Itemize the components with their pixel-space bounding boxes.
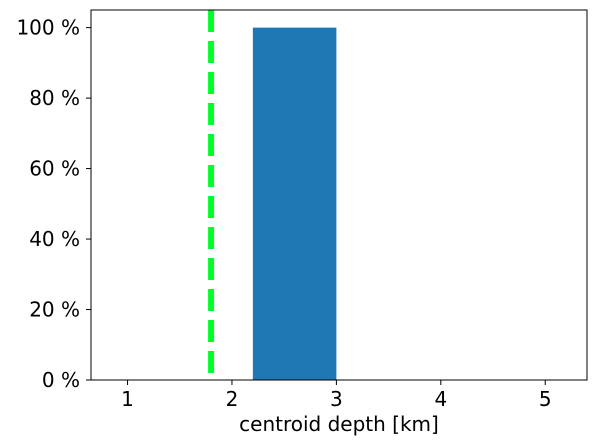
plot-bars [252, 27, 337, 381]
y-tick-label-5: 100 % [16, 16, 80, 40]
histogram-bar-0 [252, 27, 337, 381]
y-tick-label-1: 20 % [29, 298, 80, 322]
x-tick-label-0: 1 [121, 387, 134, 411]
x-axis: 1 2 3 4 5 [121, 380, 552, 411]
x-tick-label-2: 3 [330, 387, 343, 411]
x-tick-label-3: 4 [434, 387, 447, 411]
plot-frame [90, 9, 588, 381]
x-axis-label: centroid depth [km] [239, 412, 439, 436]
y-tick-label-0: 0 % [42, 368, 80, 392]
y-tick-label-4: 80 % [29, 86, 80, 110]
x-tick-label-4: 5 [539, 387, 552, 411]
y-axis: 0 % 20 % 40 % 60 % 80 % 100 % [16, 16, 91, 392]
x-tick-label-1: 2 [226, 387, 239, 411]
y-tick-label-3: 60 % [29, 157, 80, 181]
y-tick-label-2: 40 % [29, 227, 80, 251]
plot-area-background [91, 10, 587, 380]
